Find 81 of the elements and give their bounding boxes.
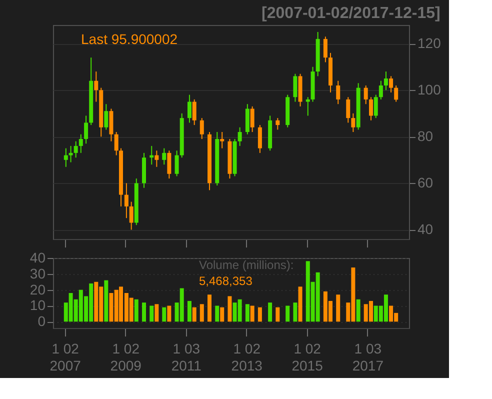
candlestick <box>162 148 166 166</box>
bar <box>215 306 220 322</box>
candlestick <box>389 76 394 93</box>
bar <box>286 306 290 322</box>
bar <box>167 306 172 322</box>
y-tick-label: 10 <box>30 297 46 314</box>
x-tick-label: 1 03 2011 <box>171 340 202 374</box>
candlestick <box>245 104 250 135</box>
candlestick <box>84 115 88 144</box>
candlestick <box>306 96 310 116</box>
y-tick-label: 20 <box>30 281 46 298</box>
candlestick <box>378 80 383 100</box>
y-tick-label: 40 <box>30 250 46 266</box>
bar <box>268 302 272 322</box>
bar <box>220 307 224 322</box>
x-tick-label: 1 03 2017 <box>352 340 384 374</box>
candlestick <box>346 96 350 124</box>
bar <box>356 299 360 322</box>
candlestick <box>192 98 196 126</box>
candlestick <box>129 201 134 230</box>
candlestick <box>276 118 280 130</box>
candlestick <box>368 96 373 121</box>
candlestick <box>64 148 68 168</box>
candlestick <box>78 134 83 154</box>
candlestick <box>323 36 328 63</box>
candlestick <box>109 108 114 142</box>
y-tick-label: 120 <box>418 35 442 52</box>
annotation: Last 95.900002 <box>81 31 178 47</box>
bar <box>192 307 196 322</box>
candlestick <box>200 118 204 140</box>
x-tick-label: 1 02 2013 <box>231 340 263 374</box>
annotation: Volume (millions): <box>199 258 294 272</box>
candlestick <box>220 132 224 149</box>
x-tick-label: 1 02 2015 <box>292 340 324 374</box>
candlestick <box>250 106 254 132</box>
bar <box>104 280 108 322</box>
bar <box>276 307 280 322</box>
y-tick-label: 40 <box>418 221 434 238</box>
bar <box>250 306 254 322</box>
candlestick <box>174 150 179 177</box>
bar <box>142 302 146 322</box>
bar <box>162 307 166 322</box>
candlestick <box>167 150 172 180</box>
bar <box>154 304 159 322</box>
candlestick <box>154 150 159 168</box>
bar <box>134 299 138 322</box>
candlestick <box>336 80 340 105</box>
candlestick <box>187 94 192 124</box>
candlestick <box>258 124 262 154</box>
y-tick-label: 30 <box>30 265 46 282</box>
candlestick <box>351 112 356 132</box>
chart-title: [2007-01-02/2017-12-15] <box>262 5 440 22</box>
candlestick <box>74 140 78 158</box>
bar <box>293 302 298 322</box>
x-tick-label: 1 02 2007 <box>50 340 82 374</box>
x-tick-label: 1 02 2009 <box>110 340 142 374</box>
bar <box>245 304 250 322</box>
bar <box>298 286 302 322</box>
y-tick-label: 0 <box>38 313 46 330</box>
y-tick-label: 80 <box>418 128 434 144</box>
bar <box>258 307 262 322</box>
candlestick <box>94 71 98 102</box>
bar <box>200 304 204 322</box>
candlestick <box>68 145 73 163</box>
candlestick <box>124 182 128 219</box>
bar <box>228 296 232 322</box>
candlestick <box>364 84 368 105</box>
candlestick <box>374 94 378 119</box>
y-tick-label: 60 <box>418 174 434 191</box>
annotation: 5,468,353 <box>199 274 253 288</box>
candlestick <box>293 73 298 102</box>
y-tick-label: 100 <box>418 82 442 98</box>
candlestick <box>384 71 388 91</box>
bar <box>208 294 212 322</box>
bar <box>187 300 192 322</box>
candlestick <box>104 104 108 130</box>
candlestick <box>238 126 242 146</box>
candlestick <box>394 84 398 102</box>
candlestick <box>114 132 118 156</box>
bar <box>336 294 340 322</box>
bar <box>150 306 154 322</box>
